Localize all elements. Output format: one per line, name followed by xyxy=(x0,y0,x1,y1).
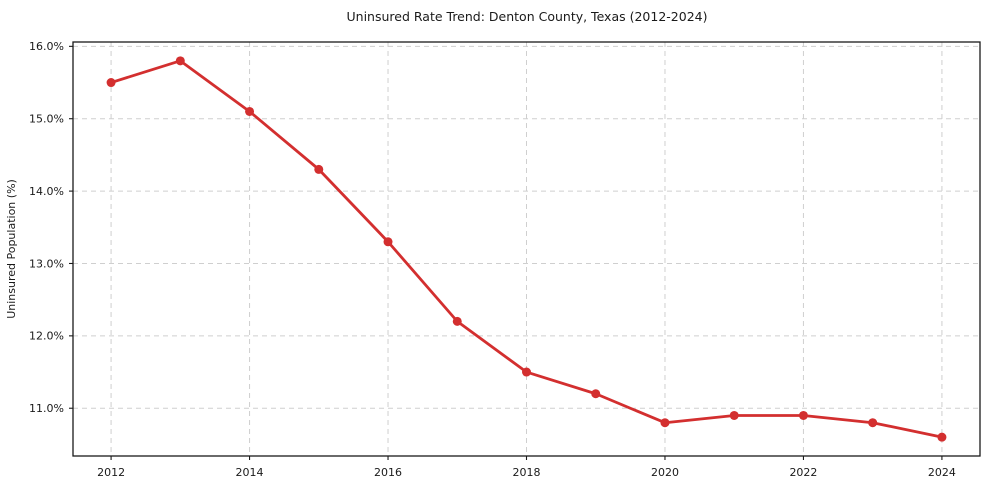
y-tick-label: 11.0% xyxy=(29,402,64,415)
plot-frame xyxy=(72,41,981,457)
data-point xyxy=(106,78,116,88)
axes: 2012 2014 2016 2018 2020 2022 2024 11.0% 12.0% 13… xyxy=(29,40,981,479)
y-axis-label: Uninsured Population (%) xyxy=(5,179,18,319)
x-tick-label: 2020 xyxy=(651,466,679,479)
x-tick-label: 2018 xyxy=(513,466,541,479)
x-tick-label: 2012 xyxy=(97,466,125,479)
data-point xyxy=(937,432,947,442)
data-point xyxy=(522,367,531,377)
chart-title: Uninsured Rate Trend: Denton County, Tex… xyxy=(347,9,708,24)
data-point xyxy=(591,389,601,399)
x-tick-label: 2014 xyxy=(236,466,264,479)
x-tick-label: 2016 xyxy=(374,466,402,479)
data-point xyxy=(383,237,393,247)
y-tick-label: 14.0% xyxy=(29,185,64,198)
y-tick-label: 12.0% xyxy=(29,330,64,343)
data-point xyxy=(868,418,878,428)
data-point xyxy=(729,410,739,420)
data-point xyxy=(660,418,670,428)
data-point xyxy=(314,164,324,174)
y-tick-label: 16.0% xyxy=(29,40,64,53)
y-tick-label: 15.0% xyxy=(29,113,64,126)
data-point xyxy=(175,56,185,66)
gridlines xyxy=(73,42,980,456)
y-tick-label: 13.0% xyxy=(29,257,64,270)
data-point xyxy=(245,106,255,116)
data-point xyxy=(798,410,808,420)
data-point xyxy=(452,316,462,326)
trend-series xyxy=(106,56,947,442)
x-tick-label: 2024 xyxy=(928,466,956,479)
x-tick-label: 2022 xyxy=(789,466,817,479)
